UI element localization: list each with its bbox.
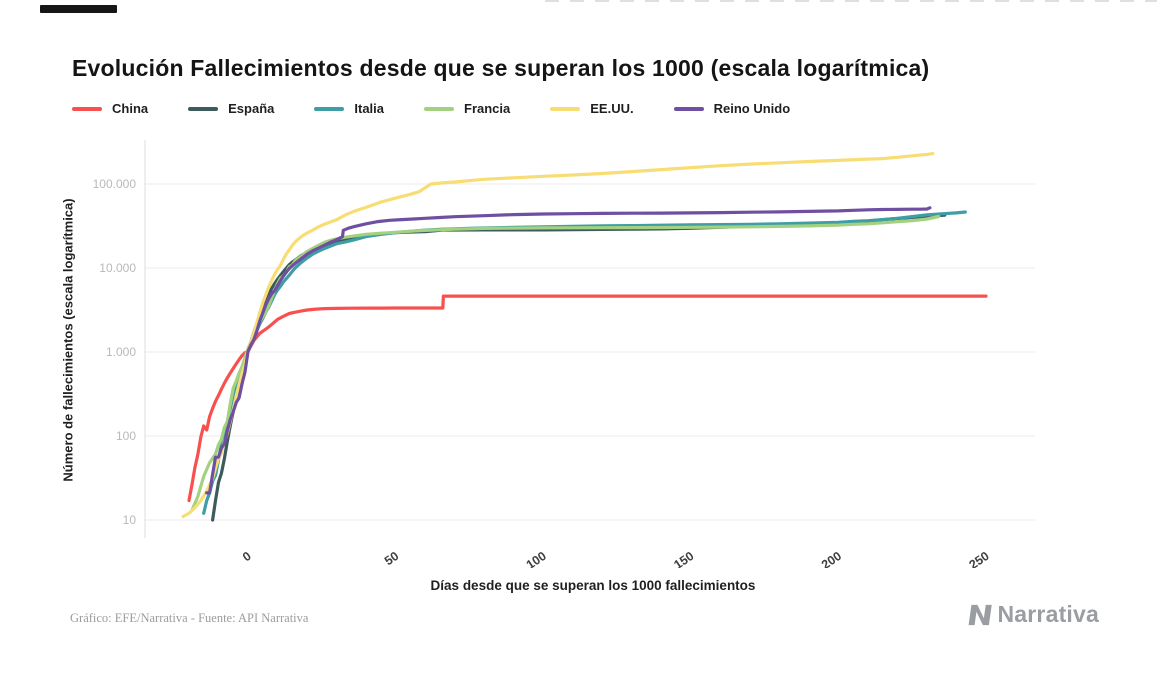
source-credit: Gráfico: EFE/Narrativa - Fuente: API Nar…	[70, 611, 309, 625]
brand-name: Narrativa	[997, 601, 1099, 627]
legend-label: EE.UU.	[590, 101, 634, 116]
legend-swatch	[72, 106, 102, 111]
series-line-italia	[202, 210, 967, 515]
x-tick-label: 250	[967, 549, 992, 568]
y-tick-label: 100.000	[93, 177, 137, 191]
legend-label: Reino Unido	[713, 101, 791, 116]
series-line-reino-unido	[205, 206, 932, 495]
top-dashed-line	[545, 0, 1157, 2]
x-tick-label: 0	[240, 549, 254, 565]
legend-item-espana: España	[188, 101, 274, 116]
narrativa-n-icon	[969, 604, 993, 625]
legend-swatch	[424, 106, 454, 111]
x-axis-title: Días desde que se superan los 1000 falle…	[430, 578, 756, 593]
top-left-dark-bar	[40, 5, 117, 13]
legend-label: Italia	[354, 101, 384, 116]
legend-label: Francia	[464, 101, 511, 116]
line-chart: 10 100 1.000 10.000 100.000 0 50 100 150 200 250	[93, 140, 1035, 568]
legend-label: España	[228, 101, 275, 116]
brand-logo: Narrativa	[968, 601, 1099, 628]
legend-label: China	[112, 101, 149, 116]
chart-title: Evolución Fallecimientos desde que se su…	[72, 55, 930, 82]
legend-item-eeuu: EE.UU.	[550, 101, 634, 116]
x-tick-label: 100	[524, 549, 549, 568]
y-tick-label: 10.000	[99, 261, 136, 275]
y-tick-label: 10	[123, 513, 137, 527]
legend: China España Italia Francia EE.UU. Reino Unid…	[72, 101, 790, 116]
legend-swatch	[673, 106, 704, 111]
series-line-china	[187, 294, 988, 503]
x-tick-label: 50	[382, 549, 401, 568]
legend-swatch	[314, 106, 345, 111]
legend-item-reino-unido: Reino Unido	[673, 101, 791, 116]
legend-swatch	[188, 106, 219, 111]
x-tick-label: 200	[819, 549, 844, 568]
x-tick-label: 150	[671, 549, 696, 568]
plot-area: 10 100 1.000 10.000 100.000 0 50 100 150 200 250	[0, 128, 1157, 568]
y-tick-label: 100	[116, 429, 136, 443]
series-line-espana	[211, 213, 947, 522]
series-line-eeuu	[181, 152, 935, 519]
legend-item-francia: Francia	[424, 101, 510, 116]
y-tick-label: 1.000	[106, 345, 136, 359]
legend-item-china: China	[72, 101, 148, 116]
series-line-francia	[190, 214, 941, 512]
legend-swatch	[550, 106, 581, 111]
legend-item-italia: Italia	[314, 101, 384, 116]
